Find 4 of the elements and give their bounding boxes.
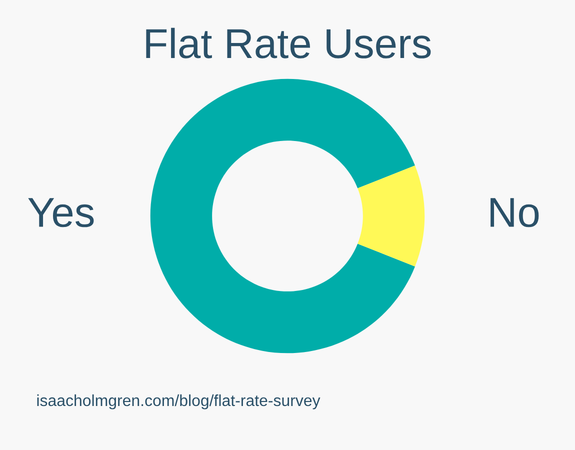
chart-title: Flat Rate Users — [146, 28, 431, 58]
text: isaacholmgren.com/blog/flat-rate-survey — [37, 394, 320, 410]
slice-label: No — [490, 198, 539, 228]
slice-label: Yes — [28, 198, 94, 228]
